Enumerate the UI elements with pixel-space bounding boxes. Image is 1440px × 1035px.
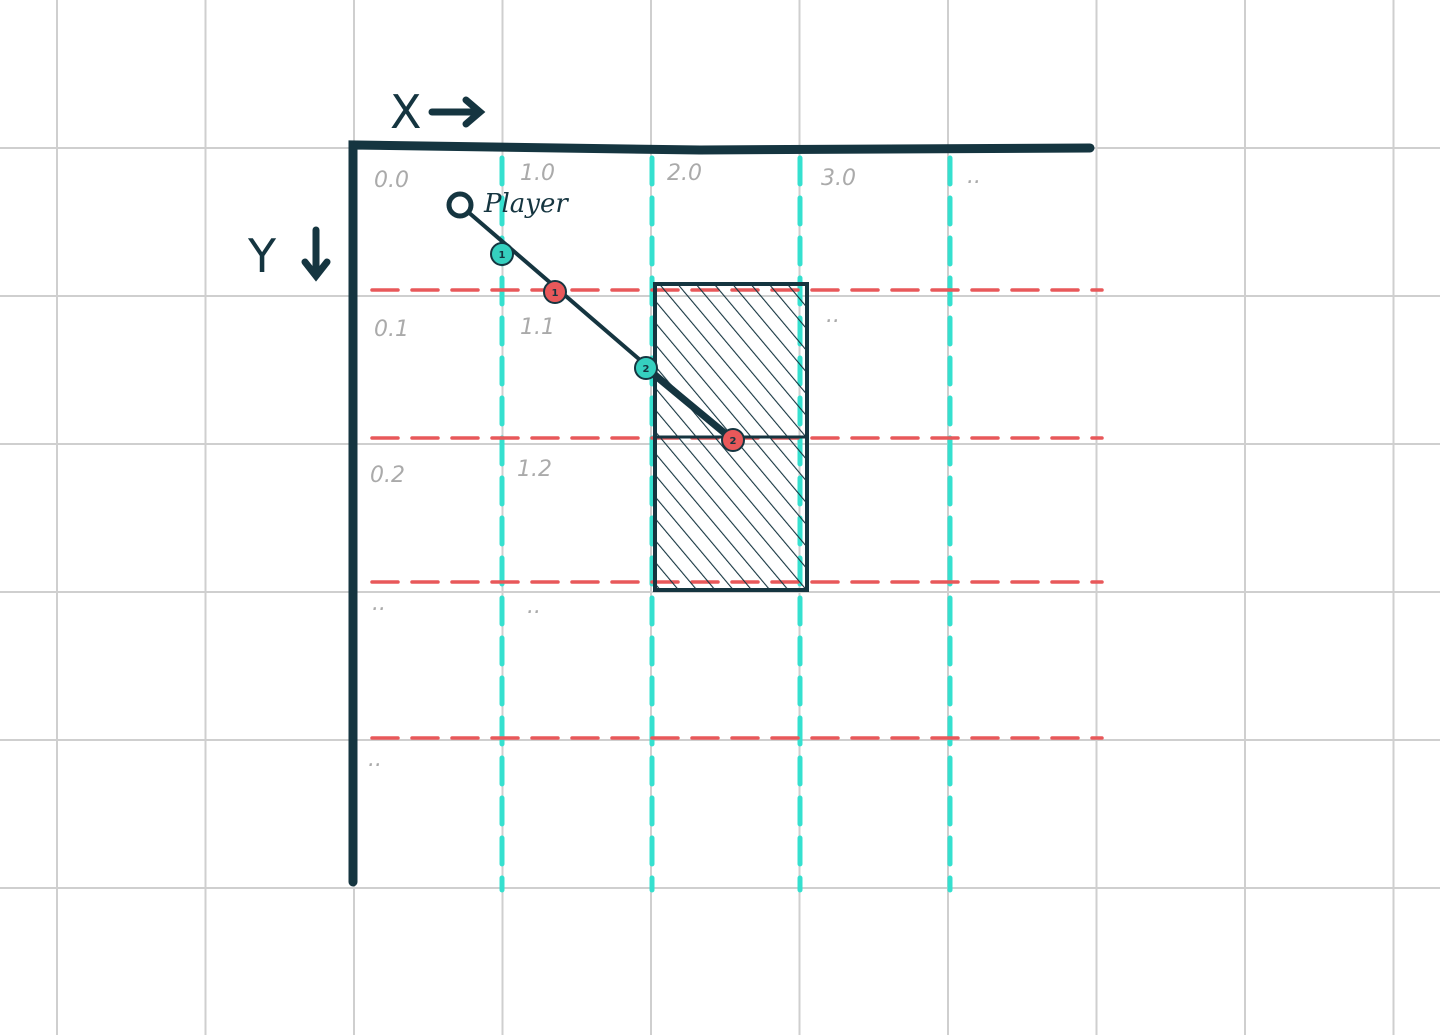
axis-lines (348, 140, 1095, 887)
hits: 1 2 1 2 (490, 242, 745, 452)
y-arrow (301, 226, 331, 282)
cell-label: .. (372, 591, 386, 616)
cell-labels: 0.0 1.0 2.0 3.0 .. 0.1 1.1 .. 0.2 1.2 ..… (368, 161, 981, 772)
cell-label: 0.0 (374, 168, 409, 193)
horizontal-hit (543, 280, 567, 304)
ray-inside (643, 365, 736, 443)
x-arrow (428, 96, 486, 128)
horizontal-hit (721, 428, 745, 452)
cell-label: .. (368, 747, 382, 772)
vertical-hit-label: 2 (643, 364, 650, 375)
horizontal-hit-label: 2 (730, 436, 737, 447)
vertical-hit (634, 356, 658, 380)
cell-label: 1.0 (520, 161, 555, 186)
player-point (446, 191, 474, 219)
player-label: Player (483, 189, 569, 219)
vertical-hit-label: 1 (499, 250, 506, 261)
cell-label: .. (967, 164, 981, 189)
axes (301, 96, 1095, 887)
x-axis-label: X (390, 85, 422, 139)
vertical-cell-lines (499, 155, 953, 893)
cell-label: .. (527, 594, 541, 619)
cell-label: 2.0 (667, 161, 702, 186)
horizontal-hit-label: 1 (552, 288, 559, 299)
cell-label: 3.0 (821, 166, 856, 191)
cell-label: 0.1 (374, 317, 409, 342)
vertical-hit (490, 242, 514, 266)
y-axis-label: Y (247, 229, 277, 283)
cell-label: 1.2 (517, 457, 552, 482)
cell-label: 1.1 (520, 315, 555, 340)
cell-label: 0.2 (370, 463, 405, 488)
cell-label: .. (826, 303, 840, 328)
